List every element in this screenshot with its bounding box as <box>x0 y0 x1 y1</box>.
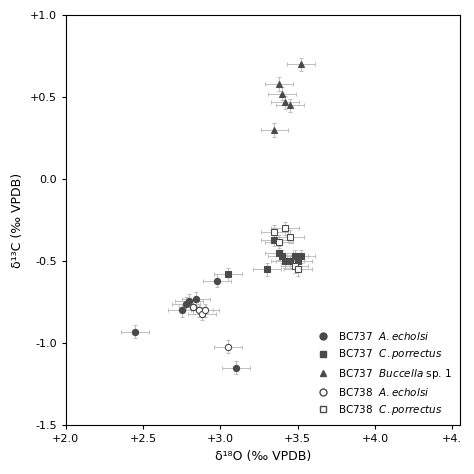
Y-axis label: δ¹³C (‰ VPDB): δ¹³C (‰ VPDB) <box>11 173 24 268</box>
X-axis label: δ¹⁸O (‰ VPDB): δ¹⁸O (‰ VPDB) <box>215 450 311 463</box>
Legend: BC737  $\it{A. echolsi}$, BC737  $\it{C. porrectus}$, BC737  $\it{Buccella}$ sp.: BC737 $\it{A. echolsi}$, BC737 $\it{C. p… <box>310 327 455 420</box>
